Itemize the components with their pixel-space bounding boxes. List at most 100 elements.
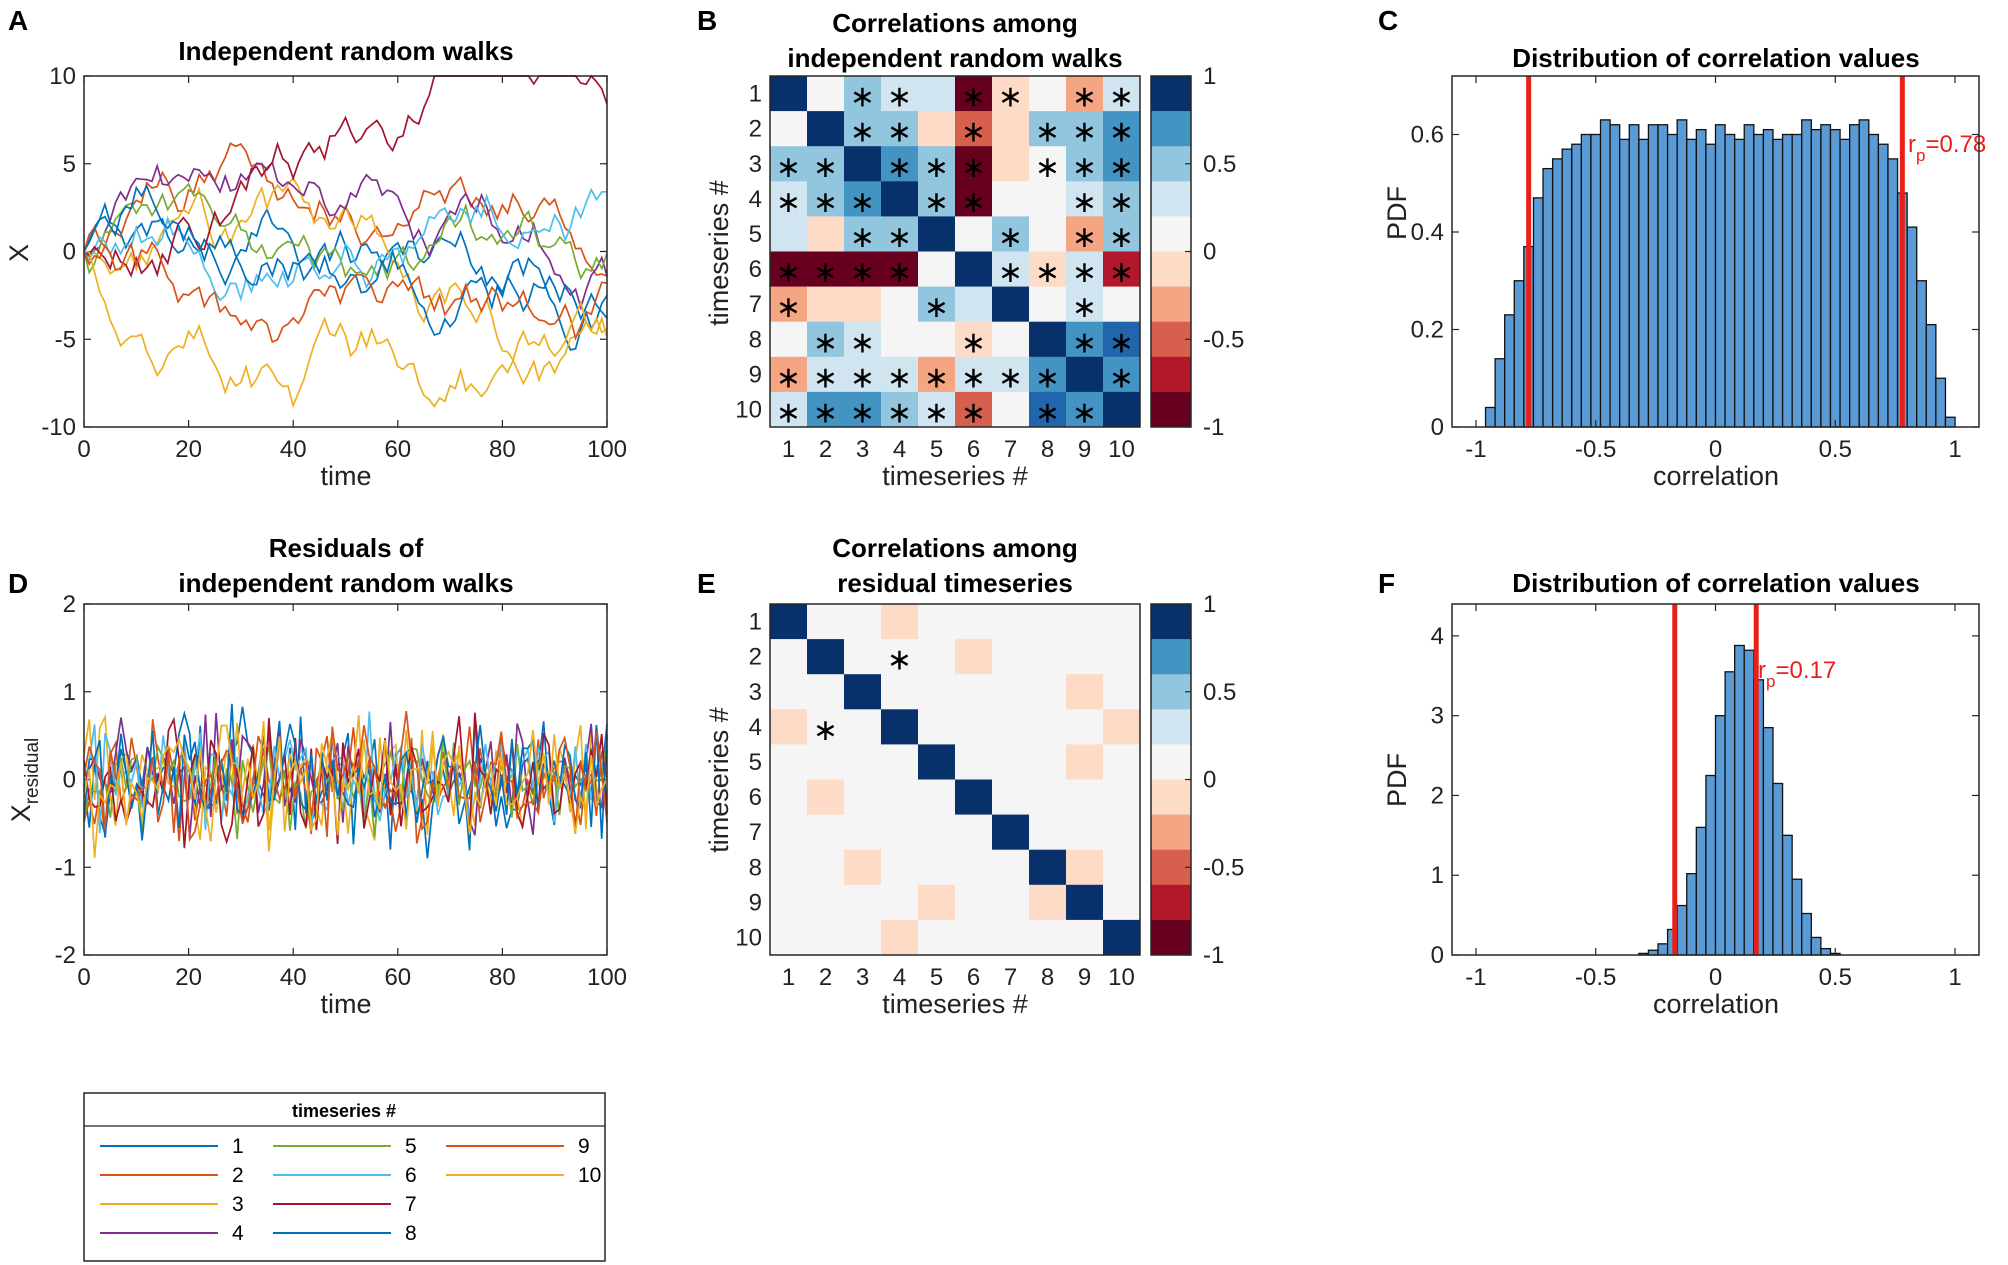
heatmap-cell-1-4	[881, 604, 919, 640]
heatmap-cell-7-6	[955, 814, 993, 850]
heatmap-cell-8-4	[881, 849, 919, 886]
y-tick-label: -2	[55, 942, 76, 969]
heatmap-cell-3-9	[1066, 146, 1104, 182]
y-tick-label: 0.2	[1411, 317, 1444, 344]
heatmap-cell-4-1	[770, 181, 808, 217]
heatmap-cell-7-4	[881, 814, 919, 850]
y-tick-label: 4	[749, 714, 762, 741]
histogram-bar	[1781, 834, 1793, 956]
heatmap-cell-8-5	[918, 321, 956, 358]
x-tick-label: 1	[782, 964, 795, 991]
heatmap-cell-5-5	[918, 216, 956, 252]
heatmap-cell-9-2	[807, 884, 845, 921]
heatmap-cell-8-7	[992, 321, 1030, 358]
significance-marker: ∗	[961, 81, 986, 114]
significance-marker: ∗	[1109, 361, 1134, 394]
y-axis-label: Xresidual	[6, 738, 43, 823]
significance-marker: ∗	[1072, 151, 1097, 184]
heatmap-cell-5-6	[955, 216, 993, 252]
colorbar-step	[1151, 181, 1191, 217]
heatmap-cell-10-6	[955, 919, 993, 956]
heatmap-cell-4-1	[770, 709, 808, 745]
significance-marker: ∗	[998, 81, 1023, 114]
colorbar-step	[1151, 884, 1191, 921]
y-tick-label: 10	[735, 396, 762, 423]
panel-label-c: C	[1378, 5, 1398, 36]
heatmap-cell-1-2	[807, 604, 845, 640]
heatmap-cell-3-4	[881, 146, 919, 182]
histogram-bar	[1484, 406, 1496, 428]
histogram-bar	[1542, 167, 1554, 428]
histogram-bar	[1676, 904, 1688, 956]
y-tick-label: 2	[63, 591, 76, 618]
histogram-bar	[1676, 119, 1688, 428]
heatmap-cell-6-9	[1066, 779, 1104, 815]
heatmap-cell-6-4	[881, 779, 919, 815]
heatmap-cell-1-5	[918, 76, 956, 112]
heatmap-cell-8-8	[1029, 849, 1067, 886]
histogram-bar	[1753, 133, 1765, 428]
y-tick-label: 4	[1431, 623, 1444, 650]
heatmap-cell-6-3	[844, 251, 882, 287]
significance-marker: ∗	[998, 221, 1023, 254]
x-tick-label: 6	[967, 964, 980, 991]
heatmap-cell-7-8	[1029, 814, 1067, 850]
histogram-bar	[1705, 774, 1717, 956]
heatmap-cell-1-5	[918, 604, 956, 640]
heatmap-cell-3-7	[992, 674, 1030, 710]
heatmap-cell-10-7	[992, 919, 1030, 956]
colorbar-tick-label: 0.5	[1203, 679, 1236, 706]
x-tick-label: 5	[930, 436, 943, 463]
significance-marker: ∗	[1072, 291, 1097, 324]
histogram-bar	[1762, 128, 1774, 428]
heatmap-cell-9-2	[807, 356, 845, 393]
heatmap-cell-9-5	[918, 356, 956, 393]
panel-b-correlation-matrix: Correlations among independent random wa…	[704, 8, 1244, 491]
significance-marker: ∗	[961, 151, 986, 184]
x-axis-label: correlation	[1653, 989, 1779, 1019]
histogram-bar	[1829, 128, 1841, 428]
chart-title: Distribution of correlation values	[1512, 43, 1919, 73]
y-axis-label: X	[4, 244, 34, 262]
significance-marker: ∗	[813, 714, 838, 747]
significance-marker: ∗	[776, 361, 801, 394]
heatmap-cell-4-4	[881, 709, 919, 745]
panel-label-d: D	[8, 568, 28, 599]
heatmap-cell-5-7	[992, 216, 1030, 252]
heatmap-cell-3-1	[770, 146, 808, 182]
significance-marker: ∗	[850, 396, 875, 429]
colorbar-step	[1151, 674, 1191, 710]
heatmap-cell-2-2	[807, 111, 845, 147]
histogram-bar	[1801, 912, 1812, 956]
colorbar-step	[1151, 779, 1191, 815]
colorbar-step	[1151, 356, 1191, 393]
series-line-8	[83, 184, 608, 337]
panel-e-residual-correlation-matrix: Correlations among residual timeseries t…	[704, 533, 1244, 1019]
colorbar-step	[1151, 849, 1191, 886]
heatmap-cell-3-2	[807, 146, 845, 182]
heatmap-cell-10-9	[1066, 919, 1104, 956]
heatmap-cell-2-1	[770, 111, 808, 147]
heatmap-cell-10-3	[844, 919, 882, 956]
significance-marker: ∗	[813, 151, 838, 184]
heatmap-cell-7-3	[844, 814, 882, 850]
histogram-bar	[1839, 138, 1851, 428]
y-tick-label: 9	[749, 889, 762, 916]
heatmap-cell-7-6	[955, 286, 993, 322]
significance-marker: ∗	[850, 221, 875, 254]
histogram-bar	[1858, 119, 1870, 428]
heatmap-cell-6-1	[770, 779, 808, 815]
series-line-9	[83, 240, 608, 344]
y-tick-label: 10	[49, 63, 76, 90]
heatmap-cell-1-3	[844, 604, 882, 640]
x-tick-label: 2	[819, 436, 832, 463]
x-tick-label: 1	[782, 436, 795, 463]
heatmap-cell-9-7	[992, 356, 1030, 393]
heatmap-cell-7-9	[1066, 814, 1104, 850]
significance-marker: ∗	[1072, 116, 1097, 149]
histogram-bar	[1599, 119, 1611, 428]
histogram-bar	[1791, 133, 1803, 428]
heatmap-cell-7-10	[1103, 286, 1141, 322]
y-tick-label: 2	[1431, 782, 1444, 809]
x-tick-label: 4	[893, 436, 906, 463]
